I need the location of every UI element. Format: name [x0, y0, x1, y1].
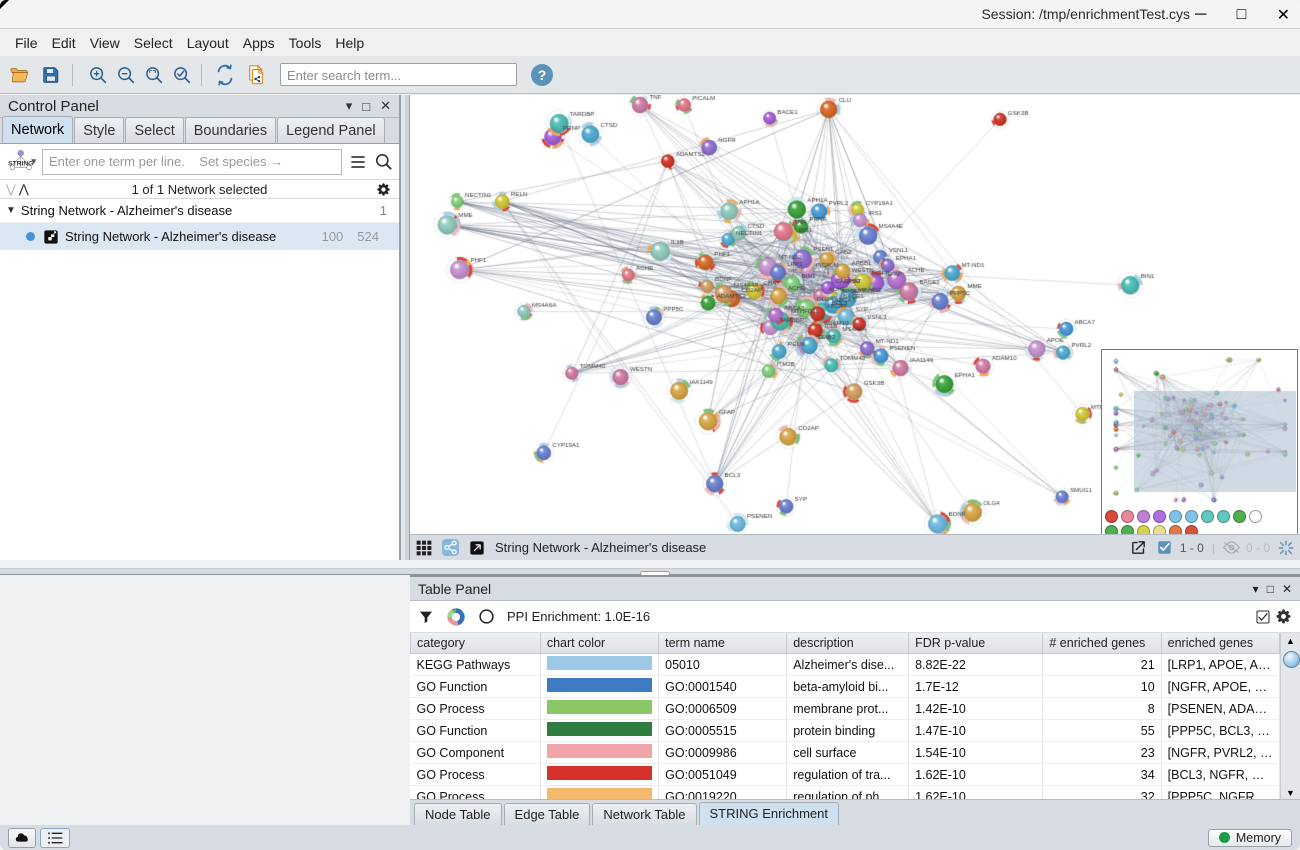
svg-text:STRING: STRING — [8, 160, 33, 167]
